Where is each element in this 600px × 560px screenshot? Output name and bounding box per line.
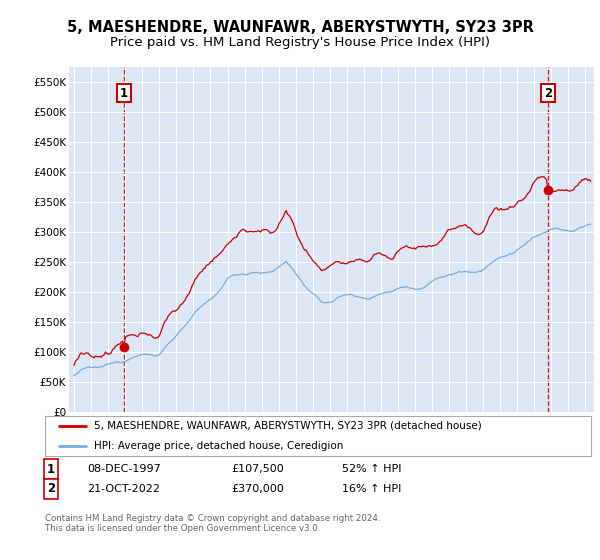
Text: £107,500: £107,500: [231, 464, 284, 474]
Text: 1: 1: [120, 87, 128, 100]
Text: HPI: Average price, detached house, Ceredigion: HPI: Average price, detached house, Cere…: [94, 441, 344, 451]
Text: 52% ↑ HPI: 52% ↑ HPI: [342, 464, 401, 474]
Text: 16% ↑ HPI: 16% ↑ HPI: [342, 484, 401, 494]
Text: 08-DEC-1997: 08-DEC-1997: [87, 464, 161, 474]
Text: 5, MAESHENDRE, WAUNFAWR, ABERYSTWYTH, SY23 3PR (detached house): 5, MAESHENDRE, WAUNFAWR, ABERYSTWYTH, SY…: [94, 421, 482, 431]
Text: Contains HM Land Registry data © Crown copyright and database right 2024.
This d: Contains HM Land Registry data © Crown c…: [45, 514, 380, 533]
Text: Price paid vs. HM Land Registry's House Price Index (HPI): Price paid vs. HM Land Registry's House …: [110, 36, 490, 49]
Text: 2: 2: [544, 87, 552, 100]
Text: 21-OCT-2022: 21-OCT-2022: [87, 484, 160, 494]
Text: £370,000: £370,000: [231, 484, 284, 494]
Text: 2: 2: [47, 482, 55, 496]
Text: 5, MAESHENDRE, WAUNFAWR, ABERYSTWYTH, SY23 3PR: 5, MAESHENDRE, WAUNFAWR, ABERYSTWYTH, SY…: [67, 20, 533, 35]
Text: 1: 1: [47, 463, 55, 476]
